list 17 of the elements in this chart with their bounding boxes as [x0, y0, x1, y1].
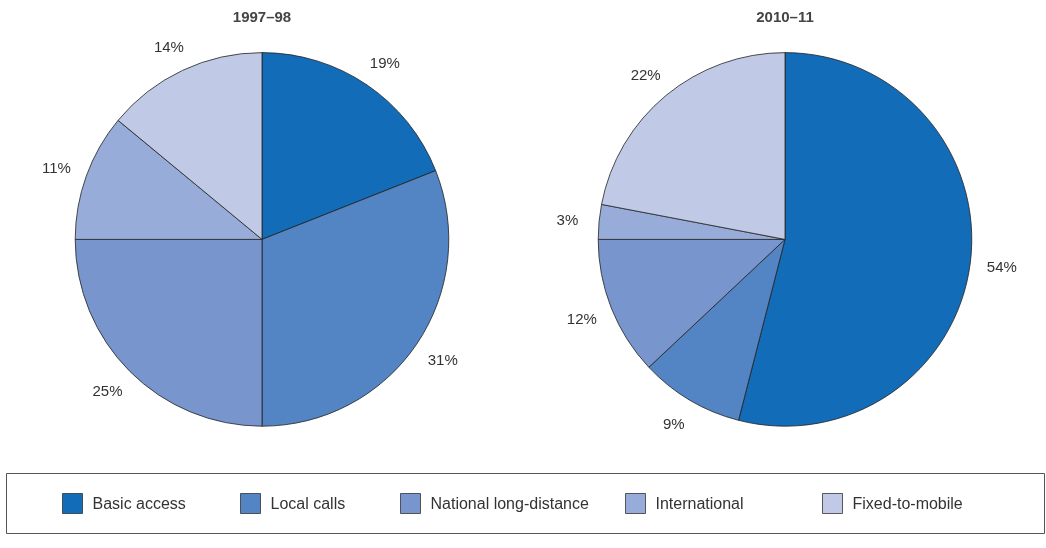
legend-label: International [655, 495, 744, 512]
data-label: 12% [566, 309, 597, 327]
legend-label: National long-distance [430, 495, 589, 512]
data-label: 31% [427, 351, 458, 369]
data-label: 9% [662, 414, 685, 432]
chart-title: 1997–98 [232, 7, 292, 25]
data-label: 3% [556, 210, 579, 228]
chart-title: 2010–11 [756, 7, 814, 25]
data-label: 25% [92, 382, 123, 400]
data-label: 14% [153, 37, 184, 55]
legend-label: Basic access [92, 495, 186, 512]
legend-label: Local calls [270, 495, 346, 512]
data-label: 19% [369, 54, 400, 72]
data-label: 54% [986, 257, 1017, 275]
data-label: 11% [41, 158, 71, 176]
legend-label: Fixed-to-mobile [852, 495, 963, 512]
data-label: 22% [630, 66, 661, 84]
